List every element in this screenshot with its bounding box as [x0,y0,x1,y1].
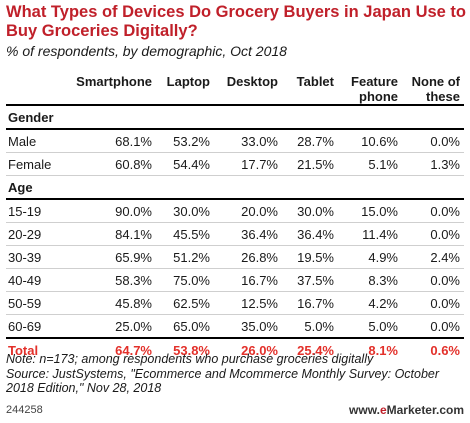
data-cell: 51.2% [156,245,214,269]
total-label: Total [6,337,64,361]
data-cell: 26.8% [214,245,282,269]
data-cell: 68.1% [64,129,156,153]
note-text: Note: n=173; among respondents who purch… [6,352,374,366]
data-cell: 75.0% [156,268,214,292]
data-cell: 5.0% [338,314,402,339]
data-cell: 0.0% [402,314,464,339]
data-cell: 12.5% [214,291,282,315]
data-cell: 25.0% [64,314,156,339]
table-row: Male 68.1% 53.2% 33.0% 28.7% 10.6% 0.0% [6,129,464,153]
data-cell: 21.5% [282,152,338,176]
data-cell: 0.0% [402,222,464,246]
data-cell: 37.5% [282,268,338,292]
total-cell: 8.1% [338,337,402,361]
data-cell: 4.2% [338,291,402,315]
data-table: Smartphone Laptop Desktop Tablet Feature… [6,68,464,361]
column-header-feature-phone: Feature phone [338,68,402,106]
data-cell: 1.3% [402,152,464,176]
table-header-row: Smartphone Laptop Desktop Tablet Feature… [6,68,464,106]
data-cell: 60.8% [64,152,156,176]
data-cell: 35.0% [214,314,282,339]
column-header-none: None of these [402,68,464,106]
data-cell: 84.1% [64,222,156,246]
brand-prefix: www. [349,403,380,417]
footnote: Note: n=173; among respondents who purch… [6,352,468,396]
column-header-tablet: Tablet [282,68,338,106]
row-label: Female [6,152,64,176]
brand-e: e [379,403,387,417]
data-cell: 5.0% [282,314,338,339]
data-cell: 36.4% [214,222,282,246]
table-row: 15-19 90.0% 30.0% 20.0% 30.0% 15.0% 0.0% [6,199,464,223]
total-cell: 26.0% [214,337,282,361]
header-corner [6,68,64,106]
data-cell: 33.0% [214,129,282,153]
data-cell: 20.0% [214,199,282,223]
brand-logo[interactable]: www.eMarketer.com [349,403,464,417]
section-row: Age [6,175,464,200]
data-cell: 0.0% [402,199,464,223]
column-header-smartphone: Smartphone [64,68,156,106]
column-header-laptop: Laptop [156,68,214,106]
source-text: Source: JustSystems, "Ecommerce and Mcom… [6,366,440,396]
row-label: Male [6,129,64,153]
total-cell: 0.6% [402,337,464,361]
data-cell: 45.5% [156,222,214,246]
table-row: Female 60.8% 54.4% 17.7% 21.5% 5.1% 1.3% [6,152,464,176]
table-row: 40-49 58.3% 75.0% 16.7% 37.5% 8.3% 0.0% [6,268,464,292]
data-cell: 19.5% [282,245,338,269]
row-label: 15-19 [6,199,64,223]
data-cell: 10.6% [338,129,402,153]
data-cell: 62.5% [156,291,214,315]
table-row: 30-39 65.9% 51.2% 26.8% 19.5% 4.9% 2.4% [6,245,464,269]
row-label: 40-49 [6,268,64,292]
total-cell: 53.8% [156,337,214,361]
data-cell: 58.3% [64,268,156,292]
data-cell: 16.7% [214,268,282,292]
data-cell: 45.8% [64,291,156,315]
total-cell: 64.7% [64,337,156,361]
column-header-desktop: Desktop [214,68,282,106]
data-cell: 65.9% [64,245,156,269]
brand-rest: Marketer.com [386,403,464,417]
table-row: 60-69 25.0% 65.0% 35.0% 5.0% 5.0% 0.0% [6,314,464,339]
data-cell: 53.2% [156,129,214,153]
data-cell: 8.3% [338,268,402,292]
section-row: Gender [6,105,464,130]
data-cell: 11.4% [338,222,402,246]
data-cell: 15.0% [338,199,402,223]
chart-subtitle: % of respondents, by demographic, Oct 20… [6,43,287,59]
data-cell: 4.9% [338,245,402,269]
total-row: Total 64.7% 53.8% 26.0% 25.4% 8.1% 0.6% [6,337,464,361]
data-cell: 28.7% [282,129,338,153]
chart-id: 244258 [6,404,43,416]
section-label: Gender [6,105,464,130]
data-cell: 5.1% [338,152,402,176]
row-label: 60-69 [6,314,64,339]
data-cell: 2.4% [402,245,464,269]
row-label: 20-29 [6,222,64,246]
data-cell: 0.0% [402,268,464,292]
data-cell: 36.4% [282,222,338,246]
data-cell: 30.0% [282,199,338,223]
table-row: 50-59 45.8% 62.5% 12.5% 16.7% 4.2% 0.0% [6,291,464,315]
data-cell: 65.0% [156,314,214,339]
data-cell: 0.0% [402,129,464,153]
table-row: 20-29 84.1% 45.5% 36.4% 36.4% 11.4% 0.0% [6,222,464,246]
row-label: 50-59 [6,291,64,315]
data-cell: 90.0% [64,199,156,223]
total-cell: 25.4% [282,337,338,361]
data-cell: 16.7% [282,291,338,315]
table-body: Gender Male 68.1% 53.2% 33.0% 28.7% 10.6% 0.0% F… [6,105,464,361]
section-label: Age [6,175,464,200]
data-cell: 30.0% [156,199,214,223]
data-cell: 54.4% [156,152,214,176]
data-cell: 17.7% [214,152,282,176]
data-cell: 0.0% [402,291,464,315]
row-label: 30-39 [6,245,64,269]
chart-title: What Types of Devices Do Grocery Buyers … [6,3,467,40]
